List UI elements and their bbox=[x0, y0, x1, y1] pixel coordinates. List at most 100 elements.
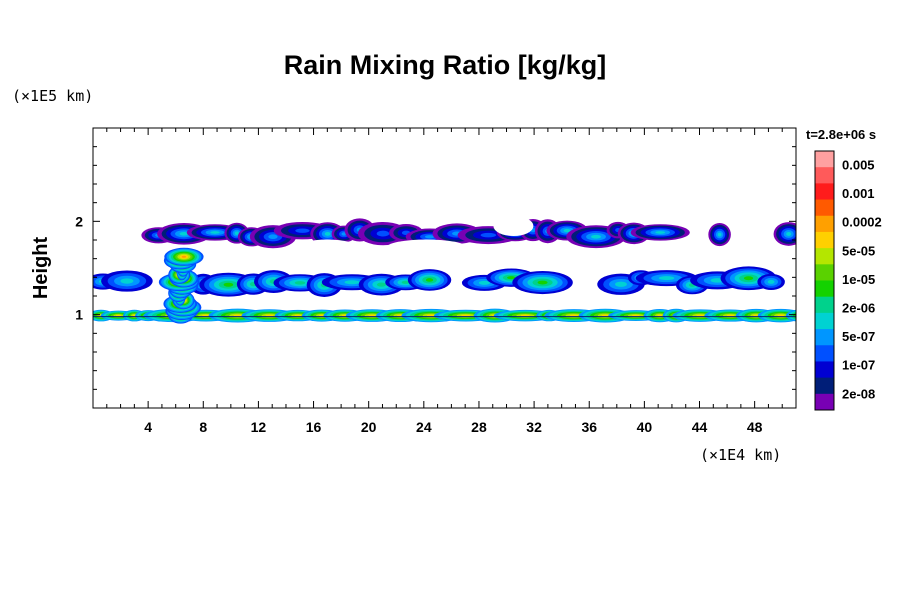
lower-layer-cell bbox=[461, 314, 471, 317]
middle-layer-cell bbox=[120, 278, 134, 284]
lower-layer-cell bbox=[265, 314, 274, 317]
colorbar-label: 0.001 bbox=[842, 186, 875, 201]
colorbar-label: 1e-05 bbox=[842, 272, 875, 287]
lower-layer-cell bbox=[368, 314, 376, 317]
chart-title: Rain Mixing Ratio [kg/kg] bbox=[284, 50, 607, 80]
clear-gap bbox=[297, 239, 358, 256]
colorbar-swatch bbox=[815, 248, 834, 265]
clear-gap bbox=[493, 216, 534, 236]
colorbar-swatch bbox=[815, 329, 834, 346]
lower-layer-cell bbox=[631, 314, 640, 317]
upper-layer-cell bbox=[179, 232, 189, 236]
colorbar-swatch bbox=[815, 345, 834, 362]
middle-layer-cell bbox=[537, 280, 548, 285]
upper-layer-cell bbox=[563, 228, 571, 233]
middle-layer-cell bbox=[401, 280, 410, 284]
colorbar-label: 2e-06 bbox=[842, 301, 875, 316]
upper-layer-cell bbox=[480, 232, 497, 238]
lower-layer-cell bbox=[294, 314, 302, 317]
colorbar-label: 5e-05 bbox=[842, 243, 875, 258]
x-tick-label: 44 bbox=[692, 419, 708, 435]
colorbar-swatch bbox=[815, 167, 834, 184]
colorbar-swatch bbox=[815, 264, 834, 281]
lower-layer-cell bbox=[798, 314, 808, 318]
upper-layer-cell bbox=[786, 232, 792, 236]
colorbar-swatch bbox=[815, 231, 834, 249]
upper-layer-cell bbox=[210, 231, 220, 234]
x-tick-label: 48 bbox=[747, 419, 763, 435]
lower-layer-cell bbox=[753, 314, 760, 317]
x-tick-label: 28 bbox=[471, 419, 487, 435]
convective-column-cell bbox=[181, 255, 187, 258]
rain-field bbox=[93, 216, 808, 324]
x-tick-label: 4 bbox=[144, 419, 152, 435]
x-tick-label: 8 bbox=[199, 419, 207, 435]
colorbar-swatch bbox=[815, 377, 834, 395]
upper-layer-cell bbox=[268, 234, 278, 240]
lower-layer-cell bbox=[233, 314, 242, 317]
colorbar-label: 0.0002 bbox=[842, 215, 882, 230]
x-tick-label: 20 bbox=[361, 419, 377, 435]
lower-layer-cell bbox=[569, 314, 579, 317]
colorbar: 0.005 0.001 0.0002 5e-05 1e-05 2e-06 5e-07 1e-0… bbox=[814, 150, 882, 411]
middle-layer-cell bbox=[767, 279, 775, 284]
lower-layer-cell bbox=[202, 314, 210, 317]
middle-layer-cell bbox=[344, 280, 360, 285]
colorbar-swatch bbox=[815, 199, 834, 217]
colorbar-label: 2e-08 bbox=[842, 386, 875, 401]
colorbar-frame bbox=[814, 150, 835, 411]
clear-gap bbox=[386, 239, 467, 256]
middle-layer-cell bbox=[425, 278, 434, 282]
lower-layer-cell bbox=[800, 315, 805, 317]
y-tick-label: 1 bbox=[75, 307, 83, 323]
upper-layer-cell bbox=[655, 231, 666, 234]
colorbar-swatch bbox=[815, 183, 834, 200]
time-label: t=2.8e+06 s bbox=[806, 127, 876, 142]
lower-layer-cell bbox=[601, 314, 610, 317]
x-tick-label: 24 bbox=[416, 419, 432, 435]
middle-layer-cell bbox=[223, 282, 234, 287]
lower-layer-cell bbox=[657, 314, 663, 317]
upper-layer-cell bbox=[295, 228, 310, 233]
x-tick-label: 40 bbox=[637, 419, 653, 435]
middle-layer-cell bbox=[743, 276, 754, 281]
lower-layer-cell bbox=[726, 314, 735, 317]
colorbar-label: 0.005 bbox=[842, 158, 875, 173]
lower-layer-cell bbox=[777, 314, 785, 317]
y-scale-label: (×1E5 km) bbox=[12, 87, 93, 105]
colorbar-label: 1e-07 bbox=[842, 358, 875, 373]
upper-layer-cell bbox=[717, 232, 722, 237]
y-axis-label: Height bbox=[30, 237, 52, 300]
colorbar-swatch bbox=[815, 151, 834, 168]
lower-layer-cell bbox=[318, 314, 325, 317]
lower-layer-cell bbox=[696, 314, 705, 317]
middle-layer-cell bbox=[615, 281, 627, 287]
middle-layer-cell bbox=[478, 280, 491, 285]
x-tick-label: 32 bbox=[526, 419, 542, 435]
colorbar-swatch bbox=[815, 280, 834, 298]
upper-layer-cell bbox=[591, 234, 601, 239]
x-scale-label: (×1E4 km) bbox=[700, 446, 781, 464]
colorbar-swatch bbox=[815, 215, 834, 233]
colorbar-swatch bbox=[815, 312, 834, 330]
lower-layer-cell bbox=[520, 314, 530, 317]
lower-layer-cell bbox=[795, 314, 796, 317]
middle-layer-cell bbox=[507, 276, 516, 280]
x-tick-label: 12 bbox=[251, 419, 267, 435]
upper-layer-cell bbox=[424, 235, 435, 239]
y-tick-label: 2 bbox=[75, 213, 83, 229]
middle-layer-cell bbox=[376, 282, 387, 287]
lower-layer-cell bbox=[115, 314, 121, 317]
lower-layer-cell bbox=[426, 314, 436, 317]
upper-layer-cell bbox=[376, 230, 390, 237]
colorbar-label: 5e-07 bbox=[842, 329, 875, 344]
upper-layer-cell bbox=[324, 231, 331, 236]
colorbar-swatch bbox=[815, 393, 834, 411]
x-tick-label: 16 bbox=[306, 419, 322, 435]
middle-layer-cell bbox=[294, 281, 306, 285]
colorbar-swatch bbox=[815, 296, 834, 314]
plot-frame bbox=[92, 127, 797, 409]
colorbar-swatch bbox=[815, 361, 834, 379]
x-tick-label: 36 bbox=[581, 419, 597, 435]
